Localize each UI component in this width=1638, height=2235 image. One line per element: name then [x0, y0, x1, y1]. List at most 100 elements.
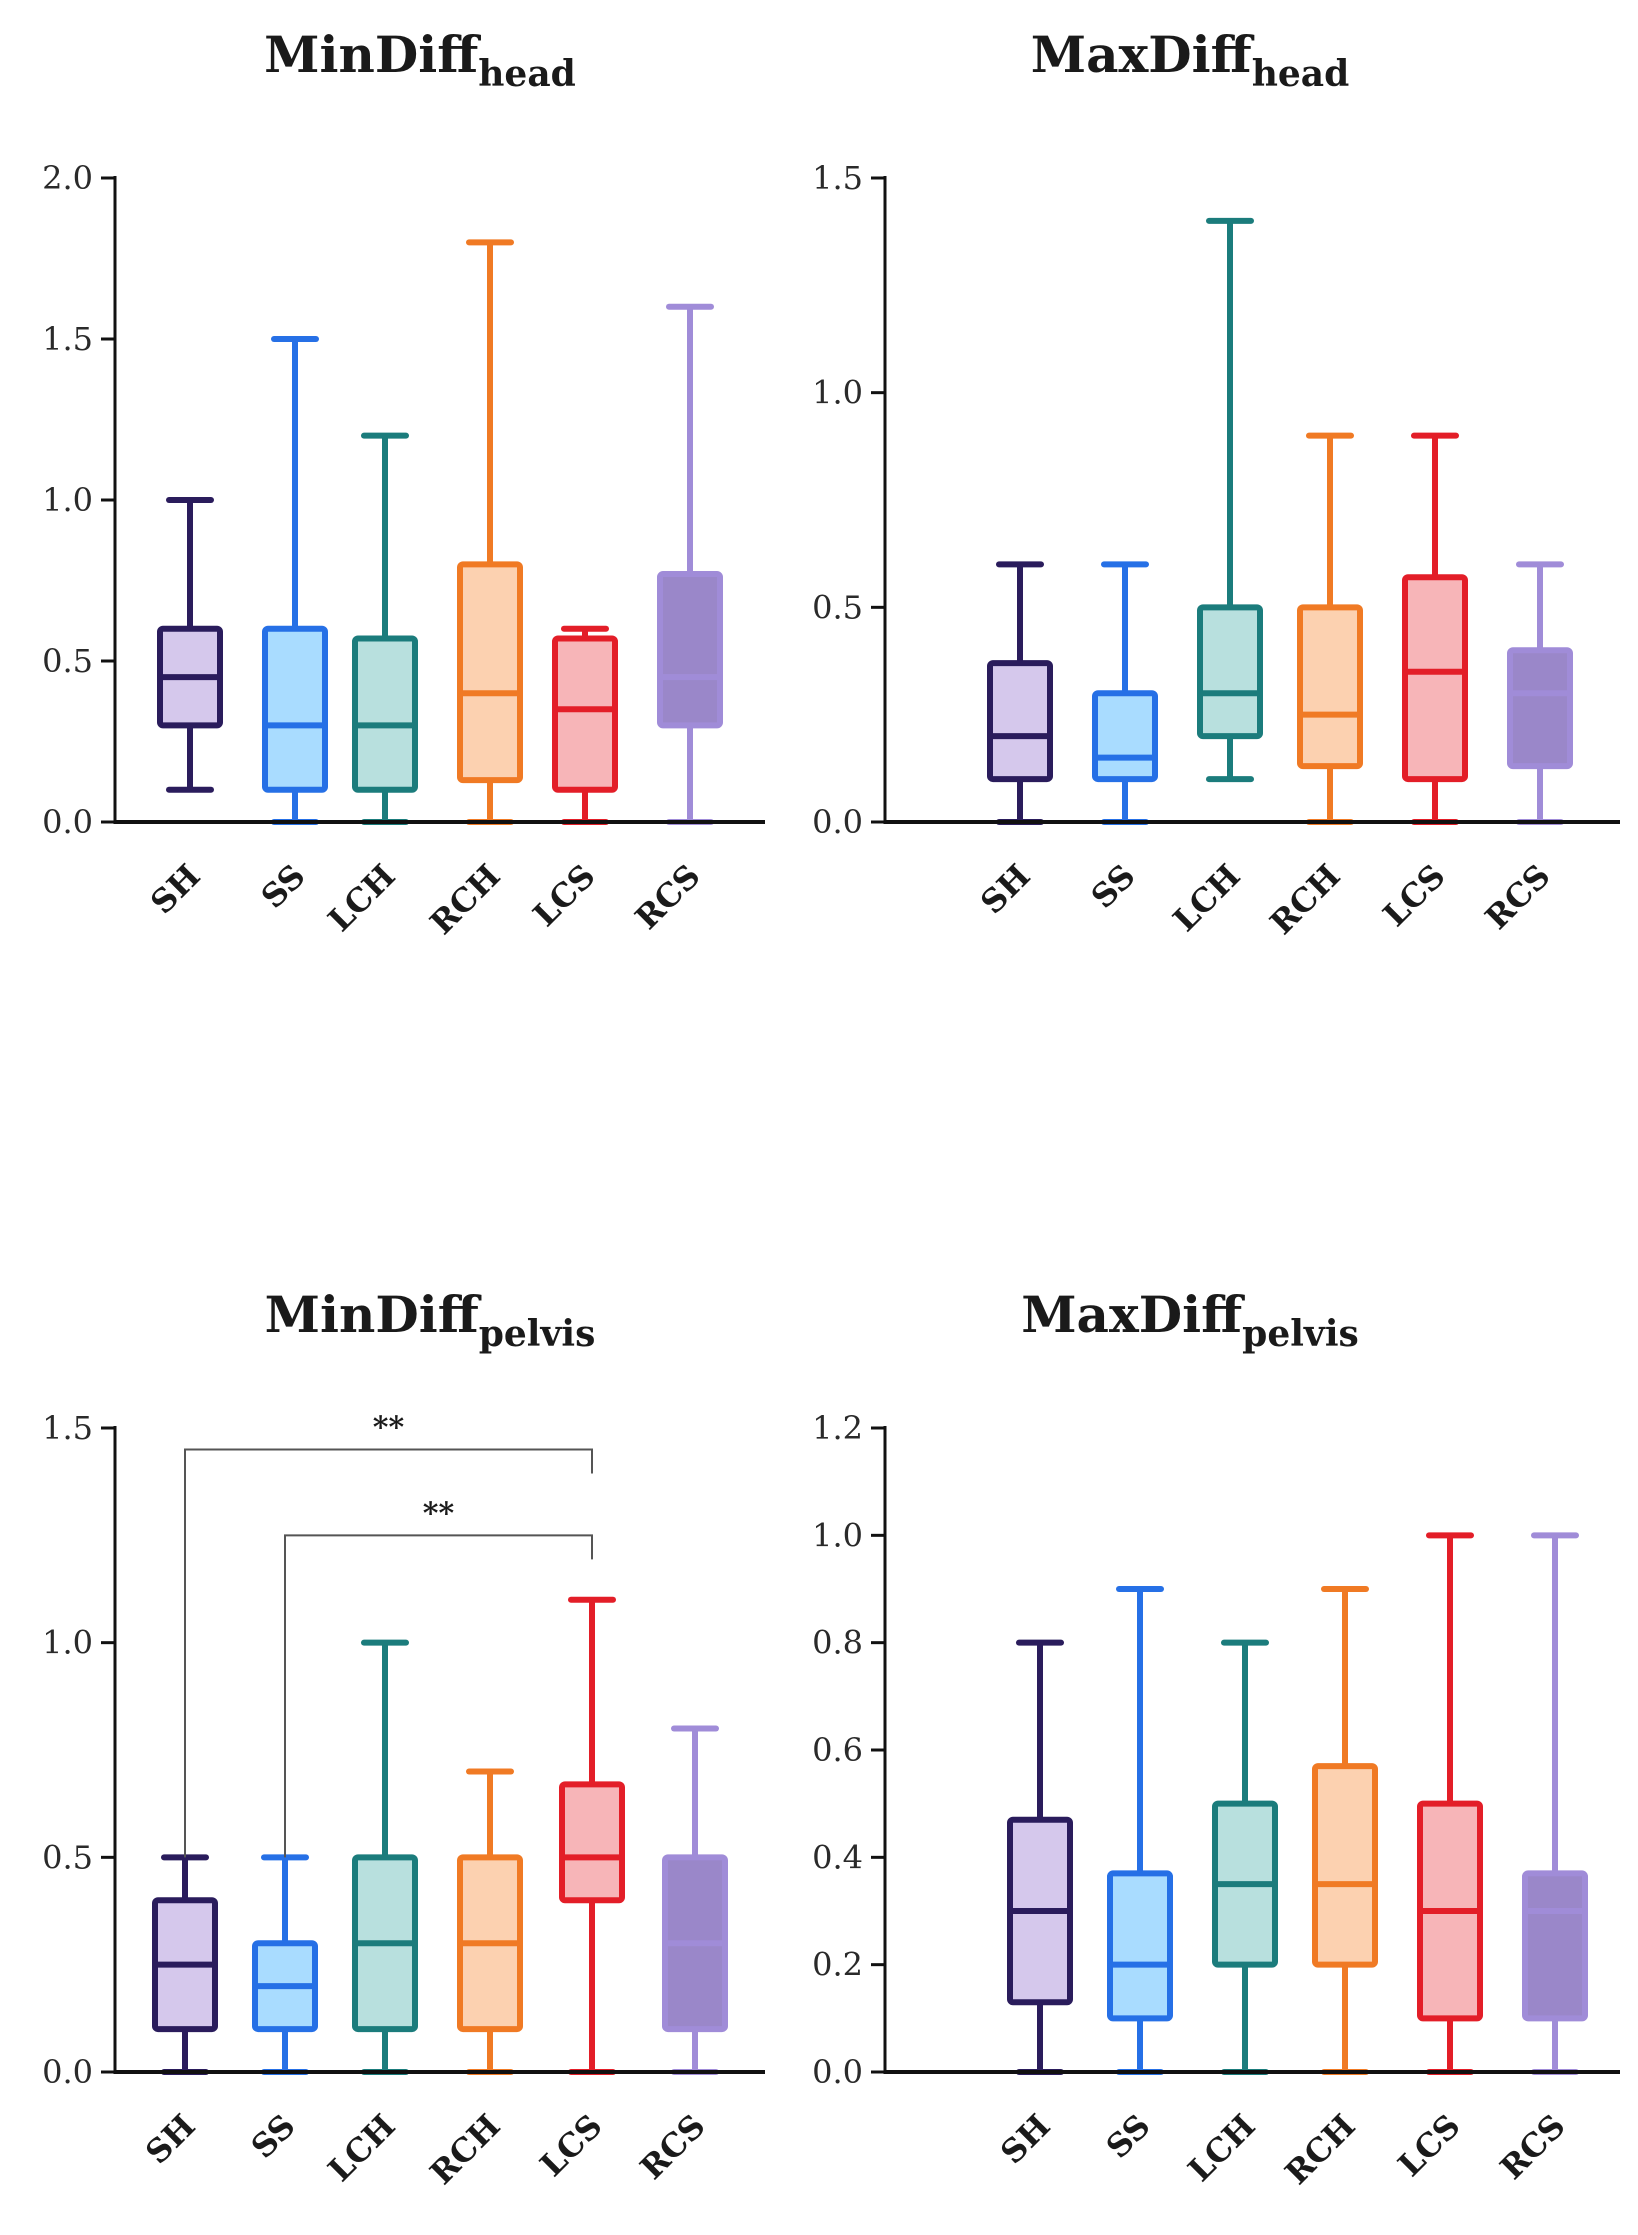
- box-sh: [1007, 1639, 1073, 2075]
- box-rcs: [1507, 561, 1573, 825]
- x-tick-label: RCS: [628, 857, 708, 937]
- box-iqr: [352, 635, 418, 793]
- box-iqr: [1402, 574, 1468, 783]
- panel-title: MaxDiffpelvis: [1021, 1285, 1359, 1355]
- x-tick-label: SS: [254, 857, 313, 916]
- y-tick-label: 1.0: [812, 374, 863, 412]
- y-tick-label: 0.5: [812, 588, 863, 626]
- significance-bracket: [284, 1534, 593, 1858]
- y-tick-label: 0.5: [42, 1838, 93, 1876]
- significance-bracket: [184, 1448, 593, 1858]
- significance-label: **: [423, 1496, 455, 1531]
- box-iqr: [1107, 1870, 1173, 2022]
- y-tick-label: 1.2: [812, 1409, 863, 1447]
- box-iqr: [1507, 647, 1573, 770]
- box-lch: [352, 432, 418, 825]
- box-rch: [457, 1768, 523, 2075]
- box-iqr: [559, 1781, 625, 1904]
- x-tick-label: RCH: [1263, 857, 1348, 942]
- box-lch: [352, 1639, 418, 2075]
- box-ss: [252, 1854, 318, 2075]
- y-tick-label: 1.0: [42, 481, 93, 519]
- x-tick-label: SH: [143, 857, 208, 922]
- box-sh: [152, 1854, 218, 2075]
- x-tick-label: RCS: [1493, 2107, 1573, 2187]
- box-lcs: [1402, 432, 1468, 825]
- x-tick-label: LCH: [1165, 857, 1247, 939]
- box-iqr: [1197, 604, 1263, 740]
- x-tick-label: LCH: [320, 857, 402, 939]
- x-tick-label: SS: [244, 2107, 303, 2166]
- x-tick-label: LCH: [320, 2107, 402, 2189]
- box-ss: [1107, 1586, 1173, 2075]
- x-tick-label: SS: [1084, 857, 1143, 916]
- box-lch: [1212, 1639, 1278, 2075]
- y-tick-label: 0.0: [42, 2053, 93, 2091]
- box-lcs: [1417, 1532, 1483, 2075]
- y-tick-label: 0.0: [42, 803, 93, 841]
- box-iqr: [1297, 604, 1363, 770]
- x-tick-label: RCS: [633, 2107, 713, 2187]
- box-ss: [1092, 561, 1158, 825]
- panel-title-main: MaxDiff: [1031, 25, 1255, 84]
- y-tick-label: 1.5: [42, 320, 93, 358]
- y-tick-label: 0.0: [812, 803, 863, 841]
- significance-label: **: [373, 1410, 405, 1445]
- x-tick-label: RCH: [423, 2107, 508, 2192]
- panel-title-subscript: pelvis: [1242, 1313, 1359, 1355]
- x-tick-label: SH: [973, 857, 1038, 922]
- box-iqr: [552, 635, 618, 793]
- x-tick-label: SH: [138, 2107, 203, 2172]
- box-ss: [262, 336, 328, 825]
- x-tick-label: LCS: [1391, 2107, 1468, 2184]
- box-iqr: [262, 625, 328, 793]
- panel-max-diff-head: MaxDiffhead 0.0 0.5 1.0 1.5 SH SS LCH RCH LCS RCS: [812, 25, 1620, 942]
- panel-title-subscript: head: [1252, 53, 1350, 95]
- y-tick-label: 1.0: [812, 1516, 863, 1554]
- x-tick-label: LCS: [526, 857, 603, 934]
- panel-title: MaxDiffhead: [1031, 25, 1350, 95]
- box-iqr: [657, 571, 723, 729]
- y-tick-label: 0.2: [812, 1946, 863, 1984]
- box-rcs: [662, 1725, 728, 2075]
- x-tick-label: SS: [1099, 2107, 1158, 2166]
- panel-title-subscript: head: [478, 53, 576, 95]
- y-tick-label: 1.5: [812, 159, 863, 197]
- y-tick-label: 0.0: [812, 2053, 863, 2091]
- x-tick-label: LCH: [1180, 2107, 1262, 2189]
- box-iqr: [1092, 690, 1158, 783]
- y-tick-label: 1.0: [42, 1624, 93, 1662]
- panel-title-main: MaxDiff: [1021, 1285, 1245, 1344]
- box-iqr: [1312, 1763, 1378, 1968]
- y-tick-label: 0.8: [812, 1624, 863, 1662]
- box-rch: [1312, 1586, 1378, 2075]
- box-sh: [987, 561, 1053, 825]
- y-tick-label: 1.5: [42, 1409, 93, 1447]
- x-tick-label: LCS: [1376, 857, 1453, 934]
- y-tick-label: 2.0: [42, 159, 93, 197]
- x-tick-label: LCS: [533, 2107, 610, 2184]
- panel-min-diff-pelvis: MinDiffpelvis 0.0 0.5 1.0 1.5 SH SS LCH RCH LCS R…: [42, 1285, 765, 2192]
- x-tick-label: RCH: [423, 857, 508, 942]
- box-lcs: [559, 1596, 625, 2075]
- panel-title-main: MinDiff: [265, 1285, 482, 1344]
- box-iqr: [457, 561, 523, 784]
- panel-title: MinDiffpelvis: [265, 1285, 596, 1355]
- x-tick-label: SH: [993, 2107, 1058, 2172]
- y-tick-label: 0.5: [42, 642, 93, 680]
- panel-title: MinDiffhead: [264, 25, 576, 95]
- panel-min-diff-head: MinDiffhead 0.0 0.5 1.0 1.5 2.0 SH SS LCH RCH LCS…: [42, 25, 765, 942]
- y-tick-label: 0.4: [812, 1838, 863, 1876]
- y-tick-label: 0.6: [812, 1731, 863, 1769]
- box-lcs: [552, 625, 618, 825]
- x-tick-label: RCS: [1478, 857, 1558, 937]
- box-lch: [1197, 217, 1263, 783]
- box-iqr: [1522, 1870, 1588, 2022]
- box-sh: [157, 497, 223, 793]
- panel-title-subscript: pelvis: [479, 1313, 596, 1355]
- box-rcs: [657, 303, 723, 825]
- box-iqr: [987, 660, 1053, 783]
- box-rch: [457, 239, 523, 825]
- box-rcs: [1522, 1532, 1588, 2075]
